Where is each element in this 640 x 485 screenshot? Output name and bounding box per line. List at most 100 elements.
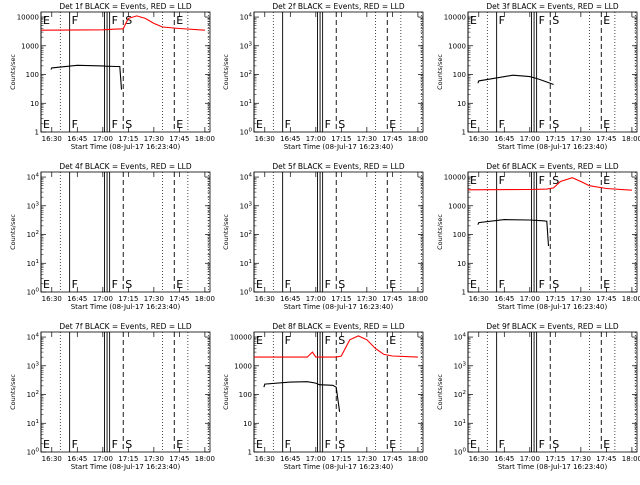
- y-tick-label: 100: [453, 71, 466, 79]
- x-tick-label: 17:00: [520, 135, 540, 143]
- event-marker-label: E: [256, 278, 263, 291]
- y-axis-label: Counts/sec: [9, 214, 17, 250]
- event-marker-label-top: E: [176, 14, 183, 27]
- event-marker-label: E: [470, 118, 477, 131]
- x-tick-label: 18:00: [622, 455, 640, 463]
- x-tick-label: 18:00: [195, 295, 215, 303]
- x-tick-label: 18:00: [622, 135, 640, 143]
- chart-title: Det 6f BLACK = Events, RED = LLD: [486, 162, 619, 171]
- plot-frame: [253, 11, 424, 133]
- series-lld-line: [254, 335, 418, 358]
- x-axis-label: Start Time (08-Jul-17 16:23:40): [71, 463, 181, 471]
- y-tick-label: 102: [454, 390, 466, 399]
- series-events-line: [477, 219, 550, 247]
- y-tick-label: 104: [27, 333, 40, 342]
- y-tick-label: 100: [453, 231, 466, 239]
- chart-title: Det 5f BLACK = Events, RED = LLD: [272, 162, 405, 171]
- y-tick-label: 102: [240, 230, 252, 239]
- x-tick-label: 17:45: [382, 135, 402, 143]
- y-tick-label: 101: [27, 419, 39, 428]
- x-tick-label: 17:15: [118, 455, 138, 463]
- event-marker-label: F: [539, 278, 545, 291]
- chart-panel-2: Det 2f BLACK = Events, RED = LLD 100 101 10…: [222, 2, 428, 151]
- event-marker-label: F: [499, 118, 505, 131]
- y-axis-label: Counts/sec: [9, 374, 17, 410]
- chart-title: Det 9f BLACK = Events, RED = LLD: [486, 322, 619, 331]
- plot-frame: [40, 331, 211, 453]
- event-marker-label: F: [285, 118, 291, 131]
- y-tick-label: 1: [462, 289, 466, 297]
- x-tick-label: 17:00: [93, 455, 113, 463]
- event-marker-label: E: [470, 438, 477, 451]
- y-tick-label: 101: [454, 419, 466, 428]
- x-tick-label: 16:30: [42, 455, 62, 463]
- x-tick-label: 17:45: [382, 455, 402, 463]
- chart-panel-9: Det 9f BLACK = Events, RED = LLD 100 101 10…: [436, 322, 640, 471]
- event-marker-label: F: [112, 118, 118, 131]
- y-tick-label: 101: [27, 259, 39, 268]
- x-tick-label: 16:45: [280, 135, 300, 143]
- event-marker-label: S: [552, 278, 559, 291]
- x-tick-label: 17:15: [545, 455, 565, 463]
- x-tick-label: 17:15: [331, 135, 351, 143]
- x-tick-label: 16:30: [255, 295, 275, 303]
- x-tick-label: 18:00: [408, 455, 428, 463]
- event-marker-label: F: [499, 278, 505, 291]
- event-marker-label: E: [176, 118, 183, 131]
- chart-title: Det 7f BLACK = Events, RED = LLD: [59, 322, 192, 331]
- chart-panel-1: Det 1f BLACK = Events, RED = LLD 1 10 100 10…: [9, 2, 215, 151]
- x-tick-label: 16:30: [255, 135, 275, 143]
- x-axis-label: Start Time (08-Jul-17 16:23:40): [498, 463, 608, 471]
- event-marker-label: F: [539, 118, 545, 131]
- plot-frame: [253, 171, 424, 293]
- x-tick-label: 17:30: [144, 135, 164, 143]
- plot-frame: [253, 331, 424, 453]
- x-tick-label: 16:30: [42, 135, 62, 143]
- x-tick-label: 17:15: [545, 295, 565, 303]
- x-tick-label: 17:45: [596, 295, 616, 303]
- x-tick-label: 16:45: [280, 295, 300, 303]
- event-marker-label: E: [43, 118, 50, 131]
- x-tick-label: 17:45: [596, 135, 616, 143]
- event-marker-label: E: [470, 278, 477, 291]
- series-lld-line: [40, 15, 205, 31]
- event-marker-label-top: F: [499, 174, 505, 187]
- x-tick-label: 16:30: [469, 135, 489, 143]
- x-tick-label: 17:15: [118, 295, 138, 303]
- event-marker-label: S: [338, 438, 345, 451]
- x-tick-label: 17:00: [520, 455, 540, 463]
- y-tick-label: 100: [454, 448, 467, 457]
- x-tick-label: 17:30: [357, 295, 377, 303]
- x-axis-label: Start Time (08-Jul-17 16:23:40): [284, 143, 394, 151]
- x-tick-label: 17:30: [144, 455, 164, 463]
- x-tick-label: 16:45: [67, 135, 87, 143]
- event-marker-label-top: F: [112, 14, 118, 27]
- y-tick-label: 100: [240, 128, 253, 137]
- chart-title: Det 3f BLACK = Events, RED = LLD: [486, 2, 619, 11]
- x-tick-label: 17:15: [331, 455, 351, 463]
- event-marker-label: F: [499, 438, 505, 451]
- plot-frame: [467, 331, 638, 453]
- y-tick-label: 10000: [444, 14, 466, 22]
- event-marker-label-top: S: [338, 334, 345, 347]
- y-tick-label: 1000: [234, 362, 252, 370]
- y-tick-label: 102: [240, 70, 252, 79]
- y-tick-label: 102: [27, 390, 39, 399]
- event-marker-label: E: [389, 118, 396, 131]
- x-tick-label: 16:45: [494, 295, 514, 303]
- x-tick-label: 17:30: [571, 455, 591, 463]
- plot-frame: [40, 171, 211, 293]
- event-marker-label-top: S: [552, 174, 559, 187]
- y-tick-label: 103: [27, 361, 40, 370]
- event-marker-label: F: [72, 278, 78, 291]
- x-tick-label: 17:00: [306, 455, 326, 463]
- y-tick-label: 104: [454, 333, 467, 342]
- event-marker-label-top: F: [72, 14, 78, 27]
- event-marker-label: E: [256, 118, 263, 131]
- event-marker-label-top: F: [539, 14, 545, 27]
- series-lld-line: [467, 177, 632, 191]
- chart-panel-7: Det 7f BLACK = Events, RED = LLD 100 101 10…: [9, 322, 215, 471]
- x-tick-label: 17:00: [93, 295, 113, 303]
- chart-title: Det 4f BLACK = Events, RED = LLD: [59, 162, 192, 171]
- y-tick-label: 1000: [448, 42, 466, 50]
